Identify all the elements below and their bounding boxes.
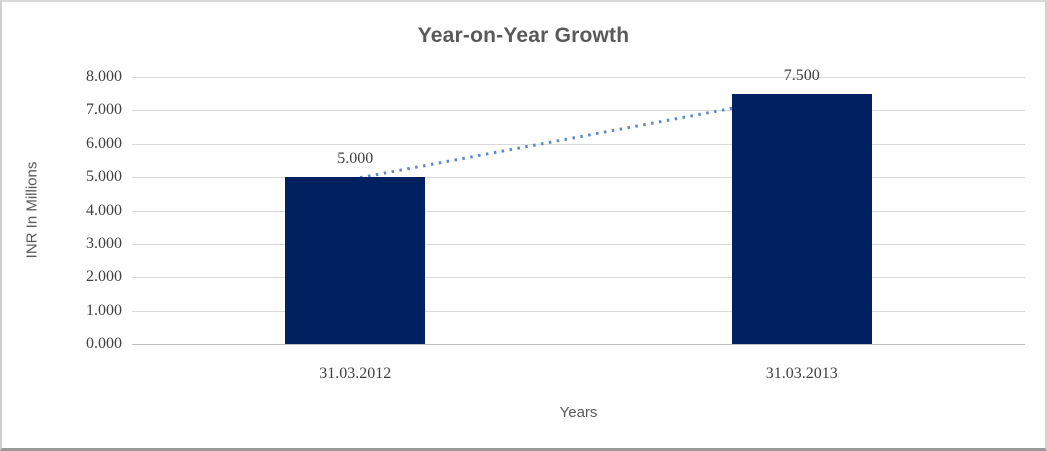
x-axis-line: [132, 344, 1025, 345]
gridline: [132, 243, 1025, 245]
plot-area: 5.000 7.500: [132, 67, 1025, 345]
gridline: [132, 310, 1025, 312]
bar-31.03.2013: [731, 93, 872, 344]
x-tick-label: 31.03.2013: [765, 365, 838, 382]
y-tick-label: 8.000: [86, 68, 122, 85]
bar-31.03.2012: [285, 177, 426, 344]
x-axis-title: Years: [559, 404, 598, 421]
gridline: [132, 210, 1025, 212]
y-tick-label: 3.000: [86, 234, 122, 252]
gridline: [132, 143, 1025, 145]
y-axis-title: INR In Millions: [23, 161, 41, 259]
x-tick-label: 31.03.2012: [319, 365, 392, 382]
y-tick-label: 2.000: [86, 268, 122, 286]
trendline: [351, 94, 801, 181]
gridline: [132, 177, 1025, 179]
gridline: [132, 110, 1025, 112]
y-tick-label: 4.000: [86, 201, 122, 219]
gridline: [132, 277, 1025, 279]
y-tick-label: 6.000: [86, 134, 122, 152]
gridline: [132, 77, 1025, 78]
y-tick-label: 7.000: [86, 101, 122, 119]
y-tick-label: 0.000: [86, 335, 122, 352]
y-tick-label: 5.000: [86, 168, 122, 186]
data-label: 7.500: [783, 66, 820, 84]
y-tick-label: 1.000: [86, 301, 122, 319]
data-label: 5.000: [337, 150, 374, 168]
chart-title: Year-on-Year Growth: [417, 24, 630, 47]
